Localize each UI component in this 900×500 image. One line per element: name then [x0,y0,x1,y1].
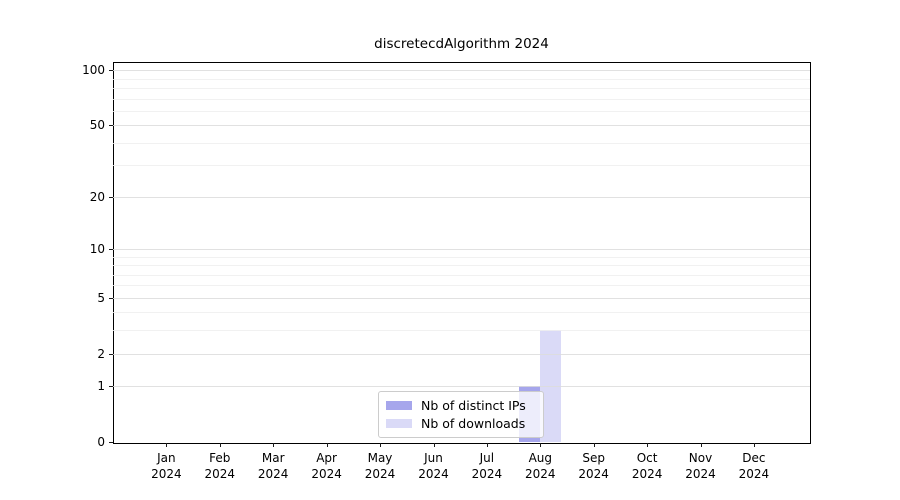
gridline-major [113,297,810,299]
x-tick-label: Jul 2024 [455,450,519,482]
x-tick-label: Apr 2024 [295,450,359,482]
y-tick-label: 20 [89,189,105,204]
x-tick-label: Jun 2024 [402,450,466,482]
gridline-minor [113,285,810,287]
x-tick [380,443,381,447]
x-tick-label: Feb 2024 [188,450,252,482]
gridline-minor [113,312,810,314]
x-tick-year: 2024 [257,467,289,481]
x-tick-month: Jun [424,451,443,465]
gridline-minor [113,88,810,90]
x-tick [486,443,488,447]
gridline-minor [113,330,810,332]
x-tick-year: 2024 [631,467,663,481]
x-tick-year: 2024 [471,467,503,481]
x-tick-month: Apr [316,451,337,465]
x-tick-year: 2024 [525,467,556,481]
x-tick-month: Mar [261,451,285,465]
gridline-major [113,196,810,198]
x-tick-label: Jan 2024 [134,450,198,482]
x-tick-month: Oct [636,451,658,465]
x-tick-year: 2024 [685,467,716,481]
x-tick [273,443,275,447]
x-tick-label: Nov 2024 [669,450,733,482]
y-tick-label: 5 [97,290,105,305]
y-tick [109,297,113,299]
x-tick-year: 2024 [364,467,396,481]
x-tick [166,443,168,447]
gridline-major [113,248,810,250]
x-tick-year: 2024 [311,467,342,481]
legend-swatch-icon [386,401,412,410]
y-tick [109,353,113,355]
gridline-minor [113,142,810,144]
y-tick-label: 100 [82,63,105,78]
gridline-major [113,70,810,72]
x-tick [753,443,755,447]
x-tick-year: 2024 [738,467,770,481]
x-tick-year: 2024 [151,467,182,481]
y-tick-label: 2 [97,346,105,361]
y-tick-label: 1 [97,379,105,394]
gridline-minor [113,256,810,258]
y-tick-label: 0 [97,435,105,449]
x-tick-year: 2024 [578,467,609,481]
x-tick [593,443,595,447]
legend-row: Nb of distinct IPs [386,398,534,413]
gridline-minor [113,110,810,112]
x-tick-year: 2024 [418,467,449,481]
plot-border [113,62,811,444]
x-tick-label: Aug 2024 [508,450,572,482]
x-tick-month: Nov [688,451,713,465]
y-tick [109,248,113,250]
chart-title: discretecdAlgorithm 2024 [374,36,549,52]
x-tick [219,443,221,447]
x-tick [647,443,649,447]
x-tick-year: 2024 [204,467,236,481]
y-tick [109,125,113,127]
gridline-major [113,353,810,355]
x-tick-month: Dec [742,451,766,465]
legend: Nb of distinct IPs Nb of downloads [378,391,544,438]
gridline-major [113,125,810,127]
y-tick-label: 50 [89,118,105,133]
legend-label: Nb of distinct IPs [421,398,526,413]
legend-row: Nb of downloads [386,416,534,431]
x-tick-label: May 2024 [348,450,412,482]
y-tick [109,386,113,388]
x-tick-month: Aug [528,451,553,465]
y-tick-label: 10 [89,241,105,256]
x-tick-label: Mar 2024 [241,450,305,482]
x-tick-month: Jan [157,451,176,465]
x-tick-label: Dec 2024 [722,450,786,482]
y-tick [109,70,113,72]
gridline-minor [113,165,810,167]
x-tick-month: Jul [479,451,495,465]
x-tick-label: Oct 2024 [615,450,679,482]
y-tick [109,442,113,443]
x-tick [700,443,702,447]
legend-swatch-icon [386,419,412,428]
x-tick-label: Sep 2024 [562,450,626,482]
gridline-minor [113,274,810,276]
legend-label: Nb of downloads [421,416,526,431]
x-tick-month: Sep [582,451,605,465]
x-tick [326,443,328,447]
gridline-major [113,386,810,388]
gridline-minor [113,265,810,266]
x-tick-month: Feb [209,451,231,465]
y-tick [109,196,113,198]
x-tick [540,443,542,447]
gridline-minor [113,78,810,80]
x-tick [433,443,435,447]
gridline-minor [113,98,810,100]
x-tick-month: May [367,451,393,465]
